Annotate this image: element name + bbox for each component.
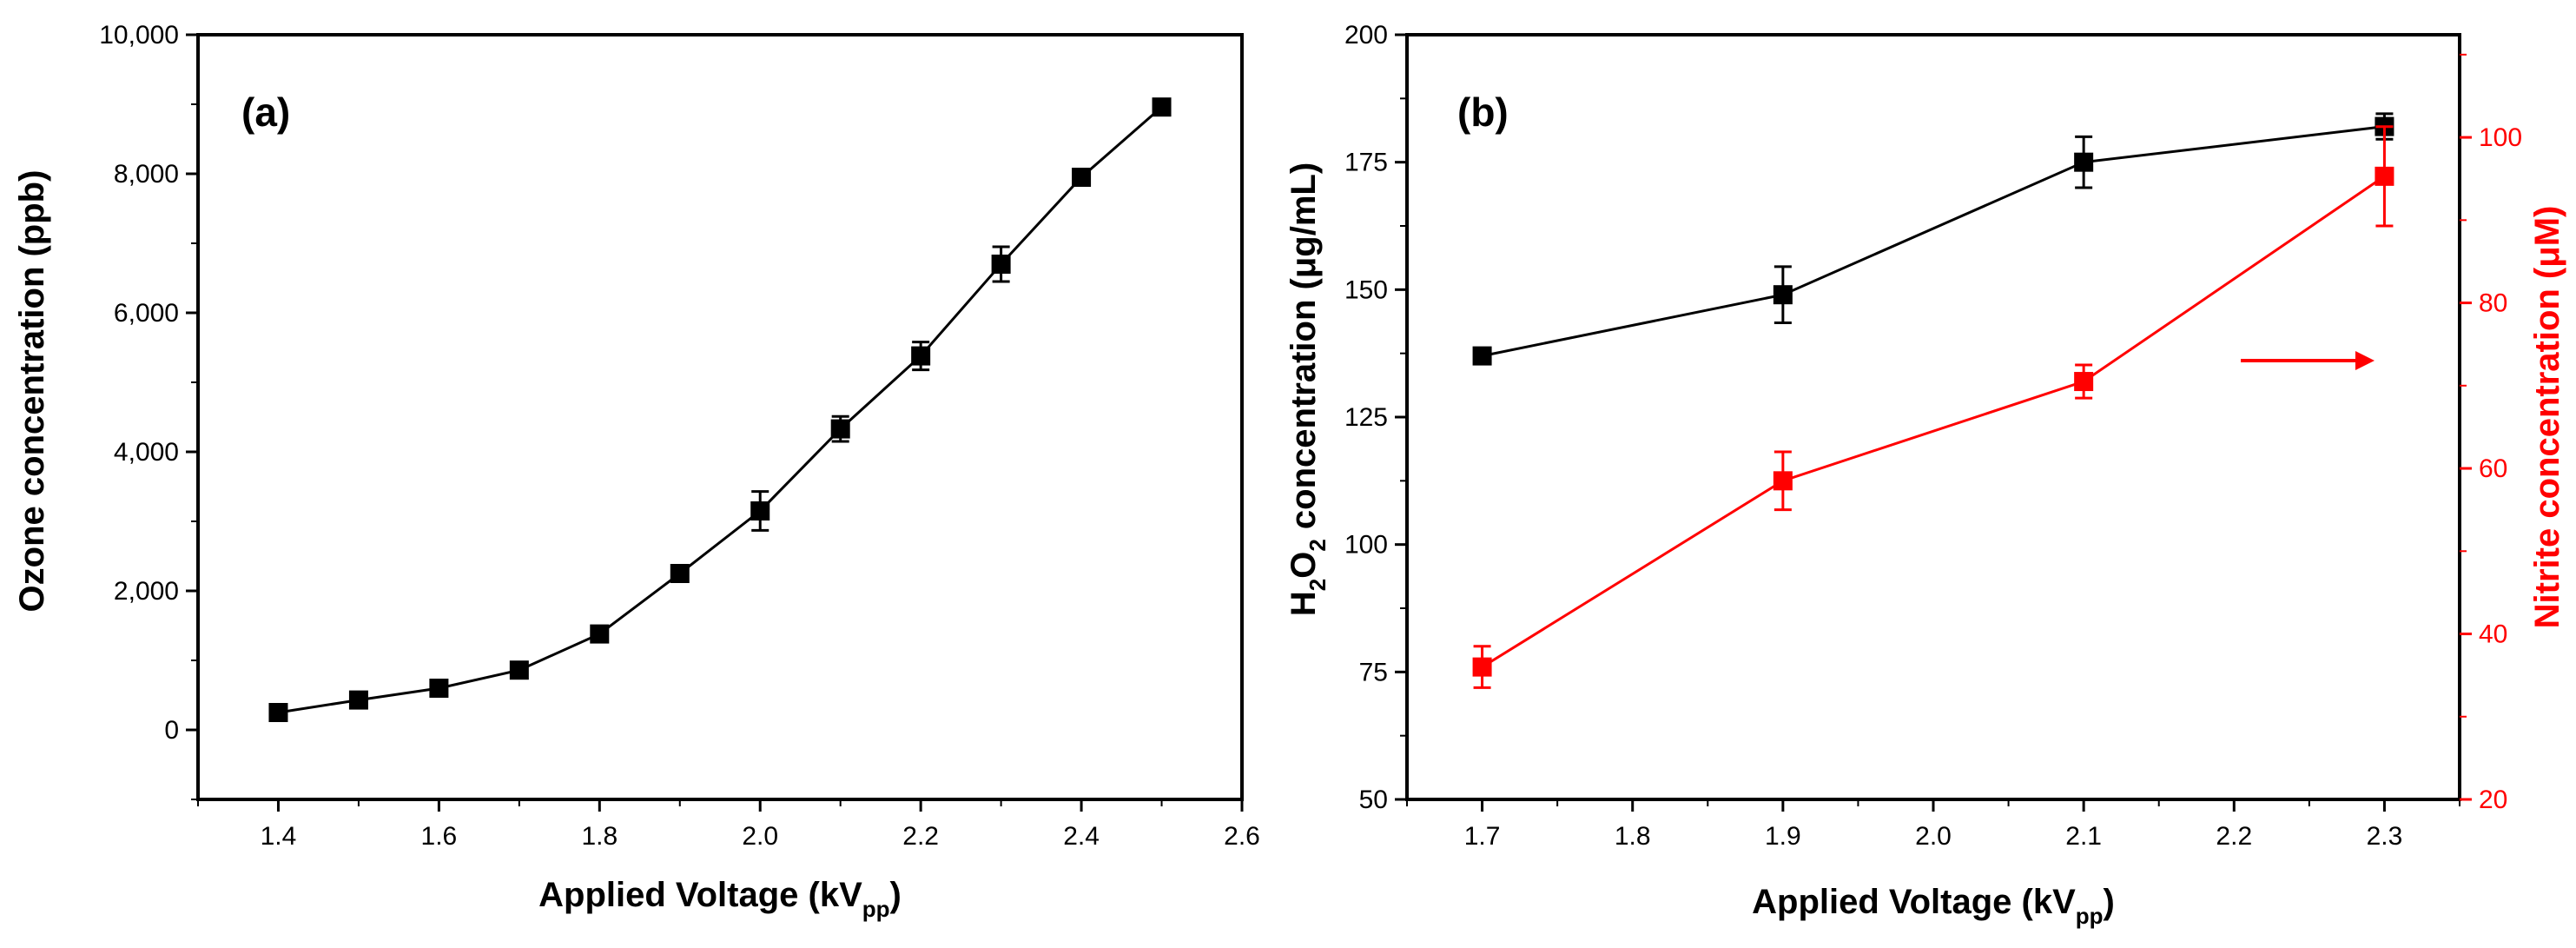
y-tick-label-left-b: 75 <box>1359 658 1388 686</box>
x-tick-label-b: 2.0 <box>1915 822 1952 851</box>
y-tick-label-left-b: 125 <box>1344 403 1388 432</box>
x-tick-label-a: 1.4 <box>261 822 297 851</box>
x-tick-label-a: 2.4 <box>1063 822 1100 851</box>
y-tick-label-a: 8,000 <box>114 160 179 189</box>
x-tick-label-b: 2.2 <box>2216 822 2252 851</box>
axes-ticks-b: 1.7 1.8 1.9 2.0 2.1 2.2 2.3 50 75 100 125 150 175 200… <box>1344 21 2522 851</box>
data-point <box>1072 168 1092 187</box>
x-tick-label-b: 1.8 <box>1615 822 1651 851</box>
x-tick-label-b: 2.3 <box>2367 822 2403 851</box>
data-point <box>509 660 529 680</box>
y-tick-label-a: 4,000 <box>114 438 179 467</box>
y-tick-label-right-b: 60 <box>2479 454 2507 483</box>
x-axis-label-a: Applied Voltage (kVpp) <box>538 876 902 922</box>
y-tick-label-left-b: 100 <box>1344 531 1388 560</box>
data-marks-b <box>1472 112 2394 689</box>
data-point <box>670 564 690 583</box>
y-tick-label-left-b: 200 <box>1344 21 1388 50</box>
y-tick-label-a: 0 <box>164 716 179 745</box>
y-axis-label-right-b: Nitrite concentration (μM) <box>2528 206 2566 629</box>
y-axis-label-a: Ozone concentration (ppb) <box>13 170 51 613</box>
data-point-h2o2 <box>1773 285 1793 305</box>
y-tick-label-right-b: 100 <box>2479 123 2522 152</box>
y-tick-label-a: 6,000 <box>114 299 179 328</box>
series-line-h2o2 <box>1482 125 2385 358</box>
panel-label-a: (a) <box>241 89 290 135</box>
data-point <box>991 255 1011 274</box>
series-line-ozone <box>278 106 1163 714</box>
data-point <box>268 703 288 722</box>
y-tick-label-left-b: 150 <box>1344 275 1388 304</box>
arrow-annotation <box>2241 351 2375 370</box>
data-point <box>750 501 770 520</box>
x-tick-label-b: 2.1 <box>2065 822 2102 851</box>
y-tick-label-a: 10,000 <box>99 21 179 50</box>
data-point <box>429 679 449 698</box>
series-line-nitrite <box>1481 175 2386 668</box>
y-tick-label-right-b: 40 <box>2479 620 2507 649</box>
x-tick-label-a: 2.6 <box>1224 822 1260 851</box>
data-point <box>830 419 850 439</box>
data-point-h2o2 <box>1472 346 1492 366</box>
data-point <box>590 624 610 644</box>
data-marks-a <box>268 97 1172 722</box>
y-axis-label-left-b: H2O2 concentration (μg/mL) <box>1285 162 1331 616</box>
y-tick-label-left-b: 175 <box>1344 149 1388 177</box>
panel-label-b: (b) <box>1457 89 1509 135</box>
y-tick-label-right-b: 80 <box>2479 289 2507 318</box>
data-point-h2o2 <box>2074 152 2094 172</box>
data-point <box>911 346 931 366</box>
arrow-head-icon <box>2355 351 2375 370</box>
x-tick-label-a: 2.0 <box>742 822 778 851</box>
x-tick-label-a: 2.2 <box>902 822 939 851</box>
axes-ticks-a: 1.4 1.6 1.8 2.0 2.2 2.4 2.6 0 2,000 4,000 6,000 8,0… <box>99 21 1260 851</box>
y-tick-label-a: 2,000 <box>114 577 179 606</box>
x-tick-label-a: 1.8 <box>581 822 618 851</box>
data-point-nitrite <box>1773 471 1793 491</box>
plot-frame-b <box>1405 33 2461 801</box>
data-point <box>348 690 368 710</box>
x-tick-label-b: 1.9 <box>1765 822 1801 851</box>
plot-frame-a <box>196 33 1244 801</box>
y-tick-label-right-b: 20 <box>2479 786 2507 814</box>
x-tick-label-a: 1.6 <box>421 822 458 851</box>
data-point-nitrite <box>2375 166 2394 186</box>
panel-b: 1.7 1.8 1.9 2.0 2.1 2.2 2.3 50 75 100 125 150 175 200… <box>1285 21 2566 929</box>
x-tick-label-b: 1.7 <box>1464 822 1501 851</box>
panel-a: 1.4 1.6 1.8 2.0 2.2 2.4 2.6 0 2,000 4,000 6,000 8,0… <box>13 21 1260 922</box>
data-point <box>1152 97 1172 117</box>
x-axis-label-b: Applied Voltage (kVpp) <box>1752 883 2115 929</box>
data-point-nitrite <box>1472 657 1492 677</box>
data-point-nitrite <box>2074 372 2094 392</box>
y-tick-label-left-b: 50 <box>1359 786 1388 814</box>
